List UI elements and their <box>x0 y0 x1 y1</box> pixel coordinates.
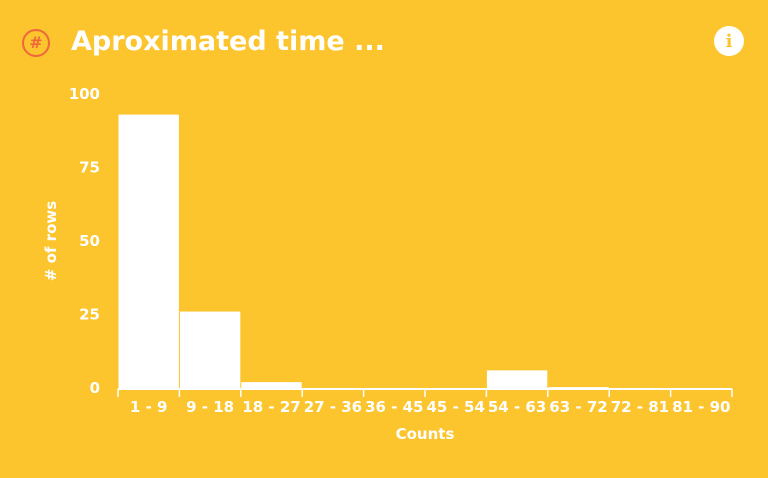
hash-glyph: # <box>29 33 43 52</box>
x-tick-label: 9 - 18 <box>186 398 234 416</box>
chart-title: Aproximated time ... <box>71 26 385 57</box>
x-tick-label: 45 - 54 <box>426 398 484 416</box>
y-tick-label: 0 <box>90 379 100 397</box>
chart-header: # Aproximated time ... i <box>0 0 768 90</box>
y-tick-label: 100 <box>69 85 100 103</box>
bar[interactable] <box>486 370 548 388</box>
y-tick-label: 25 <box>79 306 100 324</box>
x-tick-label: 36 - 45 <box>365 398 423 416</box>
info-glyph: i <box>725 30 733 52</box>
bars-group <box>118 114 609 388</box>
x-tick-label: 72 - 81 <box>611 398 669 416</box>
x-tick-label: 63 - 72 <box>549 398 607 416</box>
x-tick-label: 27 - 36 <box>304 398 362 416</box>
y-axis-ticks: 0 25 50 75 100 <box>69 85 100 397</box>
x-tick-label: 1 - 9 <box>130 398 168 416</box>
y-tick-label: 75 <box>79 159 100 177</box>
y-axis-title: # of rows <box>42 201 60 281</box>
x-tick-label: 81 - 90 <box>672 398 730 416</box>
x-tick-label: 18 - 27 <box>242 398 300 416</box>
y-tick-label: 50 <box>79 232 100 250</box>
bar[interactable] <box>548 387 609 388</box>
x-tick-label: 54 - 63 <box>488 398 546 416</box>
x-axis-title: Counts <box>396 425 455 443</box>
hash-icon: # <box>22 29 50 57</box>
info-icon[interactable]: i <box>714 26 744 56</box>
bar[interactable] <box>241 382 302 388</box>
x-axis: 1 - 9 9 - 18 18 - 27 27 - 36 36 - 45 45 - 54 5… <box>117 388 733 416</box>
bar[interactable] <box>118 114 179 388</box>
bar[interactable] <box>179 311 241 388</box>
